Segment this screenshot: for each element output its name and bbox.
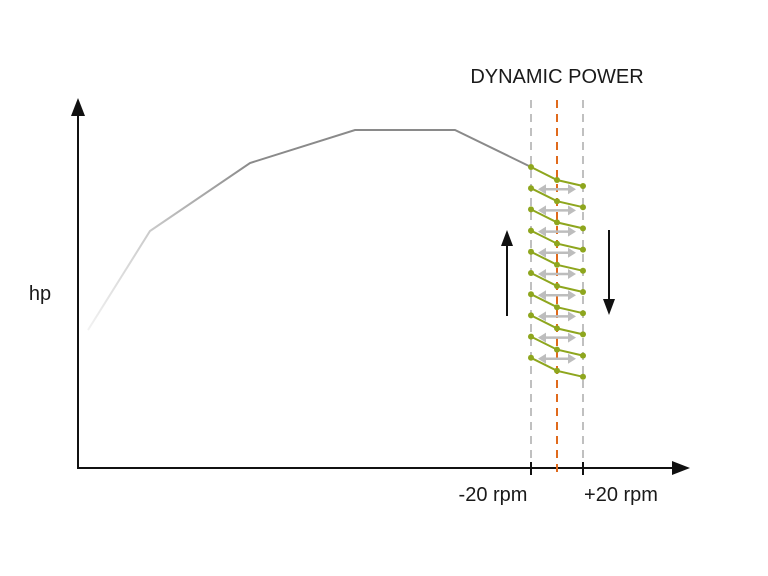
oscillation-point (554, 367, 560, 374)
oscillation-point (580, 246, 586, 253)
arrow-left-icon (538, 269, 546, 279)
arrow-right-icon (568, 184, 576, 195)
arrow-right-icon (568, 353, 576, 364)
oscillation-point (580, 310, 586, 317)
oscillation-point (528, 333, 534, 340)
oscillation-point (528, 248, 534, 255)
oscillation-point (554, 304, 560, 311)
diagram-title: DYNAMIC POWER (470, 66, 643, 88)
arrow-left-icon (538, 311, 546, 322)
arrow-left-icon (538, 290, 546, 301)
oscillation-point (580, 204, 586, 211)
y-axis-label: hp (29, 283, 51, 305)
oscillation-point (580, 352, 586, 359)
arrow-right-icon (568, 226, 576, 237)
arrow-left-icon (538, 226, 546, 237)
oscillation-point (554, 346, 560, 353)
oscillation-point (528, 312, 534, 319)
oscillation-point (580, 225, 586, 232)
oscillation-point (528, 185, 534, 192)
arrow-right-icon (568, 205, 576, 216)
oscillation-point (580, 267, 586, 274)
x-axis-arrowhead (672, 461, 690, 475)
oscillation-point (580, 373, 586, 380)
oscillation-point (554, 219, 560, 226)
oscillation-point (554, 198, 560, 205)
oscillation-point (528, 354, 534, 361)
oscillation-group (528, 164, 586, 380)
oscillation-point (554, 240, 560, 247)
power-curve (87, 129, 532, 331)
arrow-right-icon (568, 290, 576, 301)
oscillation-point (528, 291, 534, 298)
oscillation-point (580, 289, 586, 295)
minus-20-rpm-label: -20 rpm (459, 484, 528, 506)
arrow-right-icon (568, 311, 576, 322)
arrow-left-icon (538, 247, 546, 258)
oscillation-point (528, 270, 534, 276)
oscillation-point (528, 164, 534, 170)
arrow-left-icon (538, 353, 546, 364)
arrow-right-icon (568, 269, 576, 279)
arrow-left-icon (538, 205, 546, 216)
up-arrow-icon (501, 230, 513, 246)
arrow-left-icon (538, 332, 546, 343)
oscillation-point (580, 331, 586, 338)
arrow-left-icon (538, 184, 546, 195)
oscillation-point (554, 325, 560, 332)
oscillation-point (528, 206, 534, 213)
arrow-right-icon (568, 247, 576, 258)
oscillation-point (554, 261, 560, 268)
down-arrow-icon (603, 299, 615, 315)
oscillation-point (554, 283, 560, 289)
y-axis-arrowhead (71, 98, 85, 116)
plus-20-rpm-label: +20 rpm (584, 484, 658, 506)
oscillation-point (580, 183, 586, 189)
oscillation-point (528, 227, 534, 234)
arrow-right-icon (568, 332, 576, 343)
oscillation-point (554, 177, 560, 183)
